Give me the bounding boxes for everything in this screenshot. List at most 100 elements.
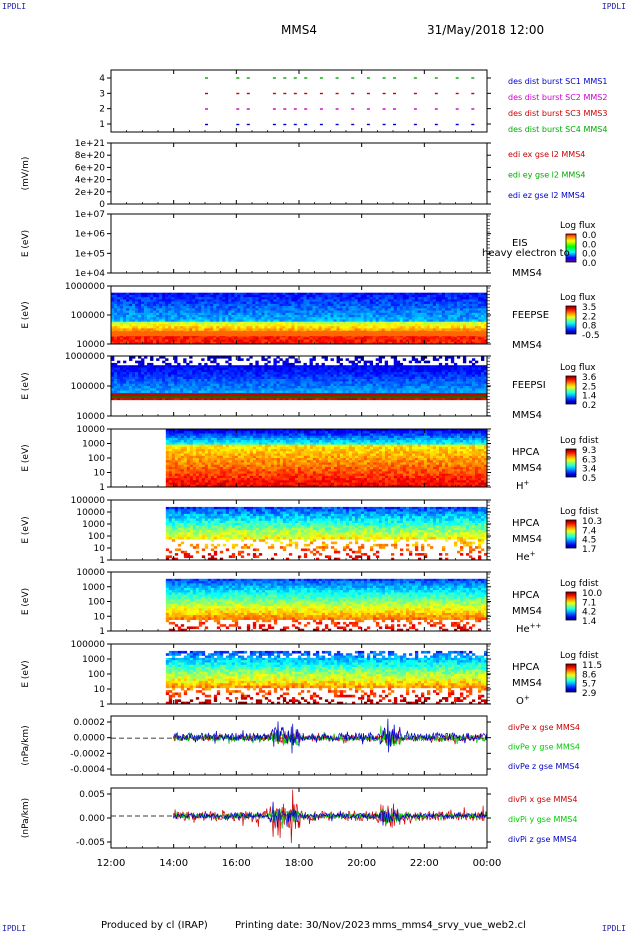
burst-mark [283,108,287,110]
corner-label-bottom-right: IPDLI [601,924,626,933]
colorbar-tick-label: 3.5 [582,303,596,313]
y-tick-label: 100 [88,598,105,608]
y-tick-label: 1 [99,627,105,637]
burst-mark [319,123,323,126]
burst-mark [272,77,276,79]
panel-hpca_he [107,499,577,561]
legend-entry: divPi z gse MMS4 [508,835,577,844]
colorbar-tick-label: 5.7 [582,680,596,690]
legend-entry: divPe z gse MMS4 [508,762,579,771]
legend-entry: edi ez gse l2 MMS4 [508,191,585,200]
colorbar-tick-label: 4.5 [582,536,596,546]
panel-hpca_o [107,643,577,705]
y-tick-label: 100 [88,454,105,464]
burst-mark [293,77,297,79]
burst-mark [335,92,339,95]
panel-hpca_h [107,428,577,488]
burst-mark [272,108,276,110]
spacecraft-label: MMS4 [512,678,542,689]
species-charge: + [530,550,536,558]
burst-mark [236,123,240,126]
spacecraft-label: MMS4 [512,410,542,421]
burst-mark [293,92,297,95]
panel-divpe [107,715,491,776]
burst-mark [366,92,370,95]
panel-feepsi [107,355,577,417]
colorbar-tick-label: 7.1 [582,598,596,608]
burst-mark [272,92,276,95]
burst-mark [393,77,396,79]
y-tick-label: 0.000 [79,814,105,824]
corner-label-top-right: IPDLI [601,2,626,11]
burst-mark [455,77,459,79]
burst-mark [382,108,386,110]
colorbar-tick-label: 11.5 [582,661,602,671]
legend-entry: des dist burst SC3 MMS3 [508,109,607,118]
colorbar-tick-label: 7.4 [582,526,597,536]
panel-edi [107,142,491,205]
spacecraft-label: MMS4 [512,340,542,351]
y-tick-label: 10000 [76,568,105,578]
colorbar-title: Log fdist [560,651,599,661]
species-label: H+ [516,479,530,492]
y-tick-label: 1 [99,120,105,130]
burst-mark [335,77,339,79]
colorbar-tick-label: 3.4 [582,465,597,475]
burst-mark [304,123,308,126]
burst-mark [413,92,417,95]
burst-mark [413,108,417,110]
instrument-label: EIS [512,238,528,249]
spacecraft-title: MMS4 [281,23,317,37]
burst-mark [205,77,208,79]
y-axis-label: (nPa/km) [21,798,31,838]
y-tick-label: 1e+04 [75,269,106,279]
panel-frame [110,142,488,205]
colorbar-tick-label: 9.3 [582,446,596,456]
corner-label-top-left: IPDLI [2,2,27,11]
overlay-label: heavy electron to [482,248,570,259]
y-tick-label: 100000 [71,311,106,321]
y-tick-label: 3 [99,89,105,99]
y-tick-label: 10 [94,544,106,554]
legend-entry: divPi x gse MMS4 [508,795,577,804]
burst-mark [434,123,438,126]
species-label: He++ [516,622,542,635]
colorbar-tick-label: 1.7 [582,545,596,555]
footer-produced-by: Produced by cl (IRAP) [101,920,208,931]
legend-entry: des dist burst SC4 MMS4 [508,125,607,134]
y-tick-label: 1e+21 [75,139,105,149]
legend-entry: divPe y gse MMS4 [508,743,580,752]
burst-mark [382,92,386,95]
y-tick-label: 0 [99,200,105,210]
y-tick-label: 2 [99,105,105,115]
y-axis-label: (nPa/km) [21,725,31,765]
colorbar-tick-label: 0.8 [582,322,597,332]
colorbar-title: Log fdist [560,579,599,589]
colorbar-tick-label: 0.0 [582,231,597,241]
spacecraft-label: MMS4 [512,463,542,474]
species-charge: + [524,694,530,702]
panel-feepse [107,285,577,345]
burst-mark [366,123,370,126]
x-tick-label: 16:00 [222,858,251,869]
burst-mark [471,77,475,79]
colorbar-tick-label: 0.5 [582,474,596,484]
burst-mark [366,77,370,79]
burst-mark [304,92,308,95]
colorbar-tick-label: 10.3 [582,517,602,527]
y-tick-label: 1000 [82,520,105,530]
spacecraft-label: MMS4 [512,534,542,545]
spacecraft-label: MMS4 [512,606,542,617]
colorbar-title: Log flux [560,363,596,373]
burst-mark [236,108,240,110]
panel-eis [107,213,577,274]
species-label: He+ [516,550,536,563]
y-tick-label: 8e+20 [75,151,106,161]
panel-frame [110,787,488,849]
y-tick-label: 10 [94,685,106,695]
panel-frame [110,69,488,133]
instrument-label: FEEPSE [512,310,549,321]
colorbar [565,448,577,478]
burst-mark [283,77,287,79]
colorbar-tick-label: -0.5 [582,331,600,341]
